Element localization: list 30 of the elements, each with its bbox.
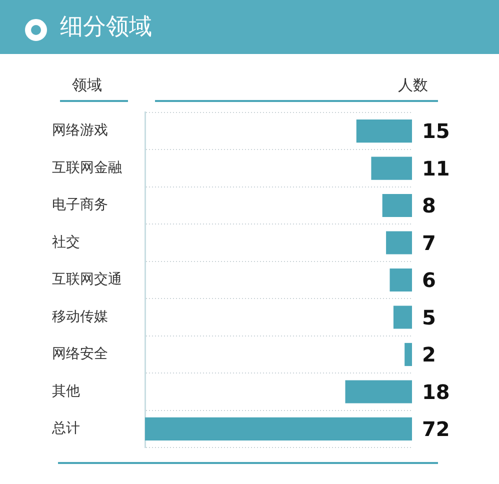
bar — [371, 156, 412, 180]
data-label: 8 — [422, 194, 436, 218]
y-tick-label: 其他 — [52, 383, 80, 400]
bar — [390, 268, 412, 292]
y-tick-label: 网络安全 — [52, 346, 108, 362]
data-label: 72 — [422, 417, 450, 442]
x-axis-title: 人数 — [398, 76, 428, 94]
y-tick-label: 网络游戏 — [52, 122, 108, 139]
y-tick-label: 互联网交通 — [52, 272, 122, 288]
bar — [356, 119, 412, 143]
chart-title: 细分领域 — [60, 13, 152, 41]
bar — [382, 194, 412, 218]
bar — [345, 380, 412, 404]
bar — [145, 417, 412, 441]
data-label: 11 — [422, 156, 450, 180]
y-tick-label: 移动传媒 — [52, 308, 108, 325]
data-label: 15 — [422, 119, 450, 144]
bar — [386, 231, 412, 254]
data-label: 7 — [422, 230, 436, 255]
bar — [393, 306, 412, 329]
y-tick-label: 电子商务 — [52, 197, 108, 214]
y-tick-label: 互联网金融 — [52, 160, 122, 176]
y-tick-label: 总计 — [51, 420, 80, 437]
y-tick-label: 社交 — [52, 234, 80, 250]
data-label: 2 — [422, 342, 436, 367]
y-axis-title: 领域 — [72, 76, 102, 94]
bar — [404, 342, 412, 366]
data-label: 5 — [422, 305, 436, 330]
data-label: 18 — [422, 380, 450, 404]
data-label: 6 — [422, 268, 436, 292]
